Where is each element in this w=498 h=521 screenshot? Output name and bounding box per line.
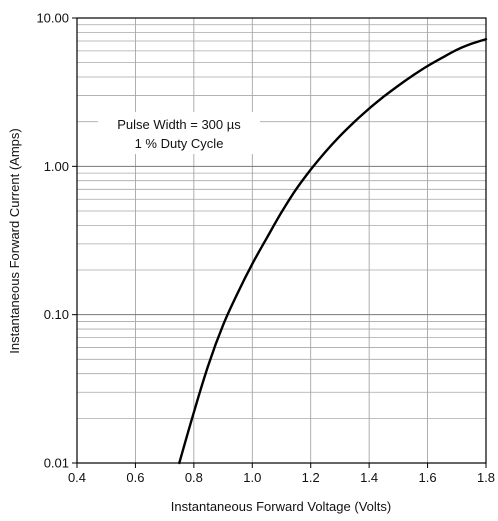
annotation-pulse-width: Pulse Width = 300 µs [117,117,241,132]
x-tick-label: 1.6 [419,470,437,485]
x-tick-label: 1.2 [302,470,320,485]
axis-ticks: 0.4 0.6 0.8 1.0 1.2 1.4 1.6 1.8 0.01 0.10 1.00 10.0… [36,11,495,486]
grid [77,18,486,463]
x-tick-label: 0.8 [185,470,203,485]
annotation-background [98,112,260,154]
y-tick-label: 0.10 [44,307,69,322]
y-axis-title: Instantaneous Forward Current (Amps) [7,128,22,353]
x-tick-label: 1.8 [477,470,495,485]
annotation-duty-cycle: 1 % Duty Cycle [135,136,224,151]
x-tick-label: 0.6 [126,470,144,485]
x-axis-title: Instantaneous Forward Voltage (Volts) [171,499,391,514]
y-tick-label: 0.01 [44,456,69,471]
forward-current-curve [178,38,488,465]
x-tick-label: 1.4 [360,470,378,485]
y-tick-label: 1.00 [44,159,69,174]
y-tick-label: 10.00 [36,11,69,26]
x-tick-label: 0.4 [68,470,86,485]
x-tick-label: 1.0 [243,470,261,485]
plot-frame [76,17,487,464]
